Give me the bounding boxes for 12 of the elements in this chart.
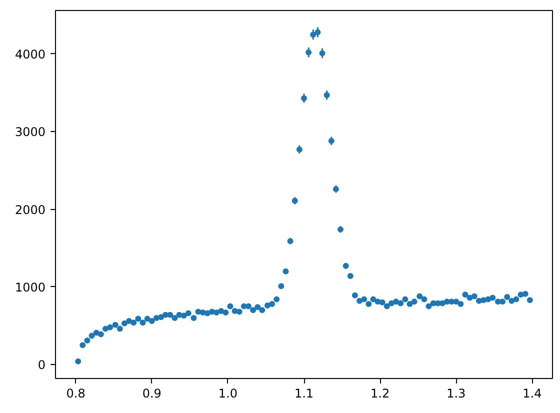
x-tick-label: 1.3	[446, 386, 466, 400]
x-tick-label: 1.1	[294, 386, 314, 400]
x-tick-label: 0.9	[142, 386, 162, 400]
x-tick-label: 0.8	[66, 386, 86, 400]
x-tick-label: 1.0	[218, 386, 238, 400]
x-tick-label: 1.4	[522, 386, 542, 400]
y-tick-label: 4000	[14, 47, 46, 62]
y-tick-label: 2000	[14, 202, 46, 217]
y-tick-label: 0	[38, 358, 46, 372]
y-tick-label: 1000	[14, 280, 46, 294]
y-tick-label: 3000	[14, 125, 46, 140]
x-tick-label: 1.2	[370, 386, 390, 400]
